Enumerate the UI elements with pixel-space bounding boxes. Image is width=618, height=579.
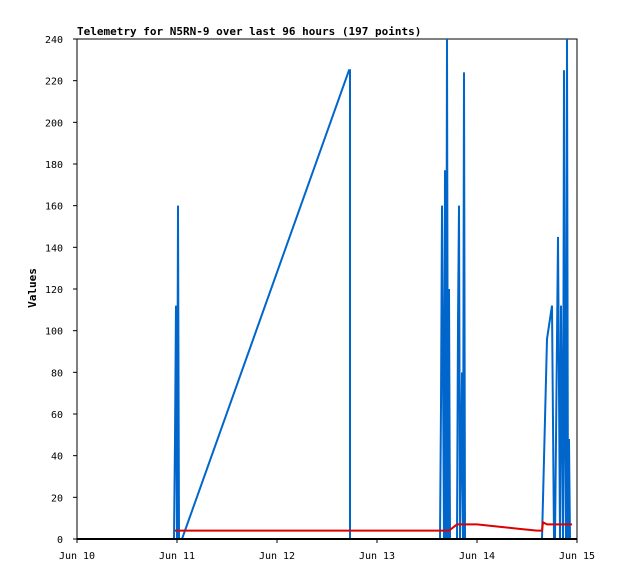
y-tick-label: 140 xyxy=(45,243,63,254)
y-tick-label: 240 xyxy=(45,35,63,46)
series-layer xyxy=(77,38,577,540)
x-tick-label: Jun 15 xyxy=(559,551,595,562)
y-tick-label: 0 xyxy=(57,535,63,546)
x-tick-label: Jun 12 xyxy=(259,551,295,562)
series-line-1 xyxy=(173,38,572,540)
x-tick-label: Jun 11 xyxy=(159,551,195,562)
x-tick-label: Jun 10 xyxy=(59,551,95,562)
y-tick-label: 120 xyxy=(45,285,63,296)
x-tick-label: Jun 13 xyxy=(359,551,395,562)
series-line-2 xyxy=(175,520,572,532)
y-tick-label: 40 xyxy=(51,452,63,463)
x-tick-label: Jun 14 xyxy=(459,551,495,562)
y-tick-label: 80 xyxy=(51,368,63,379)
y-tick-label: 200 xyxy=(45,118,63,129)
y-tick-label: 20 xyxy=(51,493,63,504)
plot-area xyxy=(76,38,578,540)
y-axis-label: Values xyxy=(26,268,39,308)
y-axis-ticks: 0 20 40 60 80 100 120 140 160 180 200 220 240 xyxy=(45,35,77,546)
y-tick-label: 180 xyxy=(45,160,63,171)
y-tick-label: 100 xyxy=(45,327,63,338)
chart-title: Telemetry for N5RN-9 over last 96 hours … xyxy=(77,25,421,38)
y-tick-label: 160 xyxy=(45,202,63,213)
y-tick-label: 220 xyxy=(45,77,63,88)
x-axis-ticks: Jun 10 Jun 11 Jun 12 Jun 13 Jun 14 Jun 15 xyxy=(59,539,595,562)
y-tick-label: 60 xyxy=(51,410,63,421)
